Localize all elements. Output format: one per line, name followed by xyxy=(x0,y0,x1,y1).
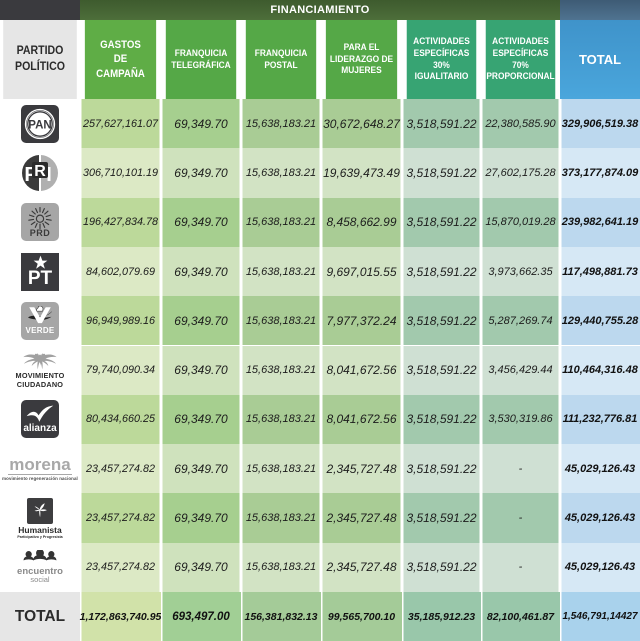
svg-text:R: R xyxy=(34,163,46,180)
svg-text:PAN: PAN xyxy=(28,119,51,131)
